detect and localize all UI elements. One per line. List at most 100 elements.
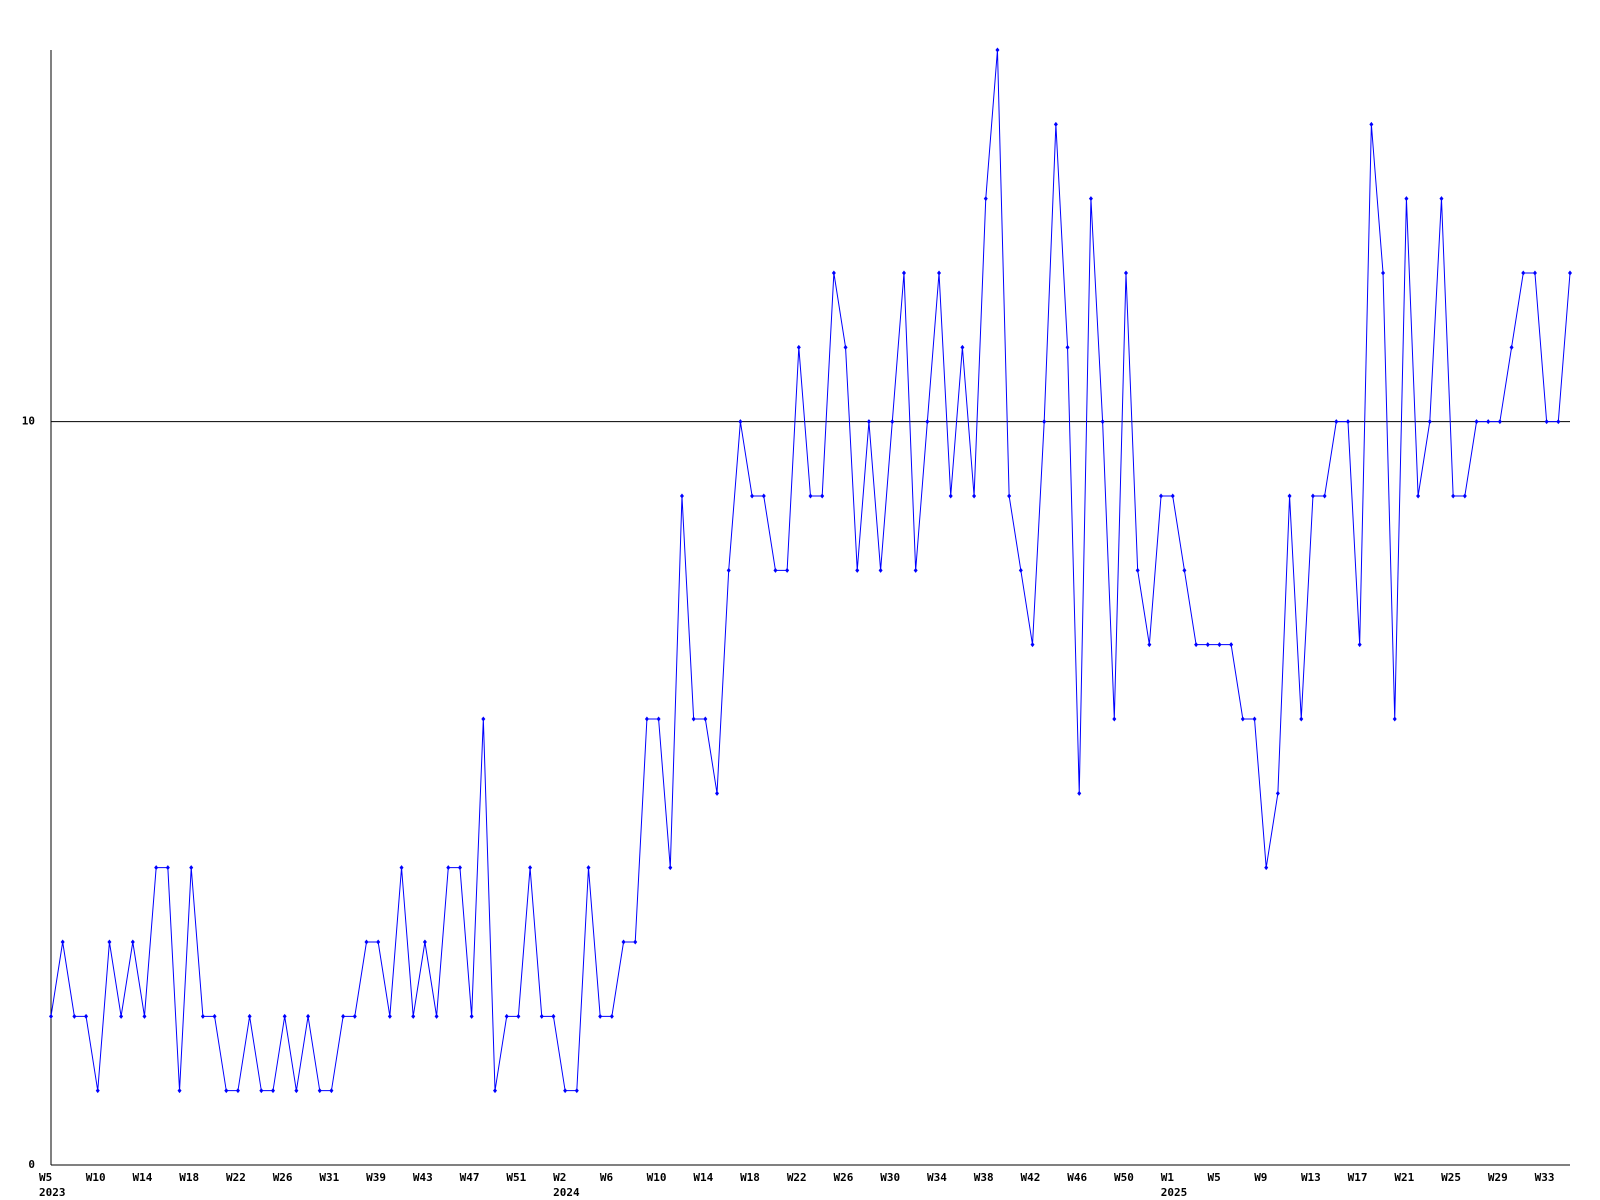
point	[609, 1013, 614, 1019]
point	[493, 1088, 498, 1094]
point	[1159, 493, 1164, 499]
point	[247, 1013, 252, 1019]
point	[633, 939, 638, 945]
point	[235, 1088, 240, 1094]
point	[434, 1013, 439, 1019]
x-tick-label: W50	[1113, 1171, 1134, 1184]
point	[1182, 567, 1187, 573]
point	[294, 1088, 299, 1094]
point	[1287, 493, 1292, 499]
point	[84, 1013, 89, 1019]
point	[72, 1013, 77, 1019]
x-tick-label: W9	[1254, 1171, 1268, 1184]
point	[1252, 716, 1257, 722]
point	[1521, 270, 1526, 276]
point	[738, 419, 743, 425]
point	[306, 1013, 311, 1019]
x-tick-label: W42	[1020, 1171, 1041, 1184]
point	[352, 1013, 357, 1019]
point	[411, 1013, 416, 1019]
point	[574, 1088, 579, 1094]
point	[901, 270, 906, 276]
point	[726, 567, 731, 573]
point	[130, 939, 135, 945]
point	[212, 1013, 217, 1019]
point	[60, 939, 65, 945]
point	[399, 865, 404, 871]
x-tick-label: W2 2024	[553, 1171, 580, 1199]
point	[1357, 642, 1362, 648]
point	[586, 865, 591, 871]
x-tick-label: W46	[1067, 1171, 1088, 1184]
point	[831, 270, 836, 276]
point	[1381, 270, 1386, 276]
line	[50, 49, 1571, 1092]
point	[1497, 419, 1502, 425]
x-tick-label: W51	[506, 1171, 527, 1184]
point	[925, 419, 930, 425]
point	[1416, 493, 1421, 499]
point	[1369, 121, 1374, 127]
point	[948, 493, 953, 499]
point	[329, 1088, 334, 1094]
point	[528, 865, 533, 871]
point	[1205, 642, 1210, 648]
point	[177, 1088, 182, 1094]
point	[1077, 790, 1082, 796]
point	[972, 493, 977, 499]
x-tick-label: W10	[85, 1171, 106, 1184]
point	[364, 939, 369, 945]
point	[1112, 716, 1117, 722]
y-tick-label: 10	[22, 415, 35, 428]
x-tick-label: W39	[366, 1171, 387, 1184]
point	[1404, 196, 1409, 202]
point	[1275, 790, 1280, 796]
x-tick-label: W29	[1487, 1171, 1508, 1184]
point	[1147, 642, 1152, 648]
point	[878, 567, 883, 573]
point	[621, 939, 626, 945]
point	[1170, 493, 1175, 499]
point	[387, 1013, 392, 1019]
point	[995, 47, 1000, 53]
x-tick-label: W34	[927, 1171, 947, 1184]
point	[1427, 419, 1432, 425]
point	[1007, 493, 1012, 499]
x-tick-label: W5	[1207, 1171, 1221, 1184]
x-tick-label: W13	[1300, 1171, 1321, 1184]
x-tick-label: W17	[1347, 1171, 1368, 1184]
point	[1544, 419, 1549, 425]
point	[796, 344, 801, 350]
point	[1042, 419, 1047, 425]
x-tick-label: W26	[272, 1171, 293, 1184]
point	[1556, 419, 1561, 425]
x-tick-label: W22	[786, 1171, 807, 1184]
point	[200, 1013, 205, 1019]
point	[761, 493, 766, 499]
point	[1568, 270, 1572, 276]
point	[1310, 493, 1315, 499]
x-tick-label: W25	[1441, 1171, 1462, 1184]
point	[1229, 642, 1234, 648]
point	[1053, 121, 1058, 127]
point	[49, 1013, 53, 1019]
point	[785, 567, 790, 573]
point	[504, 1013, 509, 1019]
point	[165, 865, 170, 871]
point	[855, 567, 860, 573]
point	[598, 1013, 603, 1019]
point	[154, 865, 159, 871]
point	[668, 865, 673, 871]
point	[1322, 493, 1327, 499]
point	[937, 270, 942, 276]
point	[1439, 196, 1444, 202]
x-tick-label: W21	[1394, 1171, 1415, 1184]
point	[1065, 344, 1070, 350]
point	[142, 1013, 147, 1019]
point	[866, 419, 871, 425]
x-tick-label: W22	[225, 1171, 246, 1184]
point	[820, 493, 825, 499]
point	[691, 716, 696, 722]
point	[750, 493, 755, 499]
